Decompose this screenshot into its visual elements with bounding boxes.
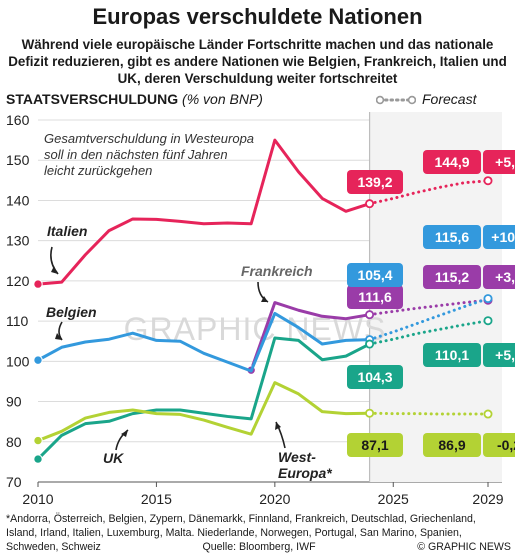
pointer-belgien-head [55, 333, 62, 340]
footnote-line-3: Schweden, Schweiz Quelle: Bloomberg, IWF… [6, 540, 511, 554]
series-forecast-belgien [368, 297, 490, 342]
y-tick-label: 70 [6, 474, 22, 490]
value-box-italien-2024 [347, 170, 403, 194]
pointer-west-europa-head [275, 422, 281, 430]
change-box-frankreich [483, 265, 515, 289]
y-tick-label: 110 [6, 313, 29, 329]
footnote-countries-end: Schweden, Schweiz [6, 541, 101, 553]
change-box-italien [483, 150, 515, 174]
pointer-uk-head [121, 430, 128, 437]
y-axis-unit: (% von BNP) [182, 91, 263, 107]
y-tick-label: 120 [6, 273, 30, 289]
x-tick-label: 2020 [259, 491, 290, 507]
dotted-line-icon [375, 95, 417, 105]
annotation-line-2: soll in den nächsten fünf Jahren [44, 147, 228, 162]
value-box-belgien-2029 [423, 225, 481, 249]
data-label-frankreich-2024: 111,6 [358, 289, 392, 305]
data-label-uk-2024: 104,3 [357, 369, 392, 385]
value-box-belgien-2024 [347, 263, 403, 287]
annotation-line-3: leicht zurückgehen [44, 163, 152, 178]
copyright-label: © GRAPHIC NEWS [417, 541, 511, 553]
footnote: *Andorra, Österreich, Belgien, Zypern, D… [6, 512, 511, 554]
forecast-legend-label: Forecast [422, 91, 477, 107]
series-point-belgien-2029 [483, 294, 493, 304]
change-label-italien: +5,7 [495, 154, 515, 170]
series-line-west-europa [36, 381, 372, 443]
value-box-west-europa-2029 [423, 433, 481, 457]
data-label-belgien-2029: 115,6 [435, 229, 469, 245]
y-axis-title-text: STAATSVERSCHULDUNG [6, 91, 179, 107]
x-tick-label: 2015 [141, 491, 172, 507]
footnote-line-1: *Andorra, Österreich, Belgien, Zypern, D… [6, 513, 476, 525]
change-box-belgien [483, 225, 515, 249]
series-forecast-frankreich [368, 298, 490, 317]
chart-title: Europas verschuldete Nationen [92, 4, 423, 29]
pointer-frankreich-head [261, 296, 268, 302]
value-box-west-europa-2024 [347, 433, 403, 457]
series-start-point-belgien [33, 355, 43, 365]
series-name-italien: Italien [47, 223, 87, 239]
value-box-uk-2029 [423, 343, 481, 367]
series-name-west-europa-line2: Europa* [278, 465, 332, 481]
data-label-italien-2029: 144,9 [434, 154, 469, 170]
series-forecast-uk [368, 319, 490, 346]
series-name-uk: UK [103, 450, 124, 466]
source-label: Quelle: Bloomberg, IWF [202, 541, 316, 553]
y-tick-label: 150 [6, 152, 30, 168]
series-point-uk-2024 [365, 339, 375, 349]
series-point-west-europa-2024 [365, 408, 375, 418]
value-box-uk-2024 [347, 365, 403, 389]
y-tick-label: 140 [6, 192, 30, 208]
change-label-belgien: +10,2 [491, 229, 515, 245]
data-label-uk-2029: 110,1 [435, 347, 469, 363]
pointer-italien-head [51, 266, 58, 274]
annotation-line-1: Gesamtverschuldung in Westeuropa [44, 131, 254, 146]
pointer-belgien [58, 321, 63, 341]
x-tick-label: 2029 [472, 491, 503, 507]
change-label-west-europa: -0,2 [497, 437, 515, 453]
value-box-frankreich-2029 [423, 265, 481, 289]
series-point-italien-2024 [365, 199, 375, 209]
y-axis-title: STAATSVERSCHULDUNG (% von BNP) [6, 91, 263, 107]
x-tick-label: 2010 [22, 491, 53, 507]
series-line-frankreich [249, 301, 372, 372]
series-point-uk-2029 [483, 316, 493, 326]
footnote-line-2: Island, Irland, Italien, Luxemburg, Malt… [6, 527, 462, 539]
chart-subtitle: Während viele europäische Länder Fortsch… [8, 37, 507, 86]
value-box-frankreich-2024 [347, 285, 403, 309]
forecast-legend: Forecast [375, 91, 477, 107]
series-point-frankreich-2024 [365, 310, 375, 320]
y-tick-label: 160 [6, 112, 30, 128]
data-label-west-europa-2029: 86,9 [438, 437, 465, 453]
change-box-west-europa [483, 433, 515, 457]
series-name-belgien: Belgien [46, 304, 97, 320]
data-label-frankreich-2029: 115,2 [435, 269, 469, 285]
y-tick-label: 100 [6, 353, 30, 369]
change-label-frankreich: +3,6 [495, 269, 515, 285]
change-box-uk [483, 343, 515, 367]
series-name-west-europa-line1: West- [278, 449, 316, 465]
series-line-belgien [36, 311, 372, 373]
series-line-italien [36, 138, 372, 286]
data-label-italien-2024: 139,2 [357, 174, 392, 190]
series-forecast-italien [368, 179, 490, 206]
value-box-italien-2029 [423, 150, 481, 174]
series-line-uk [36, 336, 372, 461]
data-label-belgien-2024: 105,4 [357, 267, 392, 283]
change-label-uk: +5,8 [495, 347, 515, 363]
data-label-west-europa-2024: 87,1 [361, 437, 388, 453]
y-tick-label: 80 [6, 434, 22, 450]
line-chart: 70 80 90 100 110 120 130 140 150 160 2010 2015 2020 2… [6, 112, 515, 507]
series-point-italien-2029 [483, 176, 493, 186]
series-point-west-europa-2029 [483, 409, 493, 419]
series-start-point-uk [33, 454, 43, 464]
y-tick-label: 130 [6, 233, 30, 249]
x-tick-label: 2025 [378, 491, 409, 507]
series-start-point-west-europa [33, 435, 43, 446]
series-name-frankreich: Frankreich [241, 263, 313, 279]
y-tick-label: 90 [6, 394, 22, 410]
series-start-point-italien [33, 279, 43, 289]
